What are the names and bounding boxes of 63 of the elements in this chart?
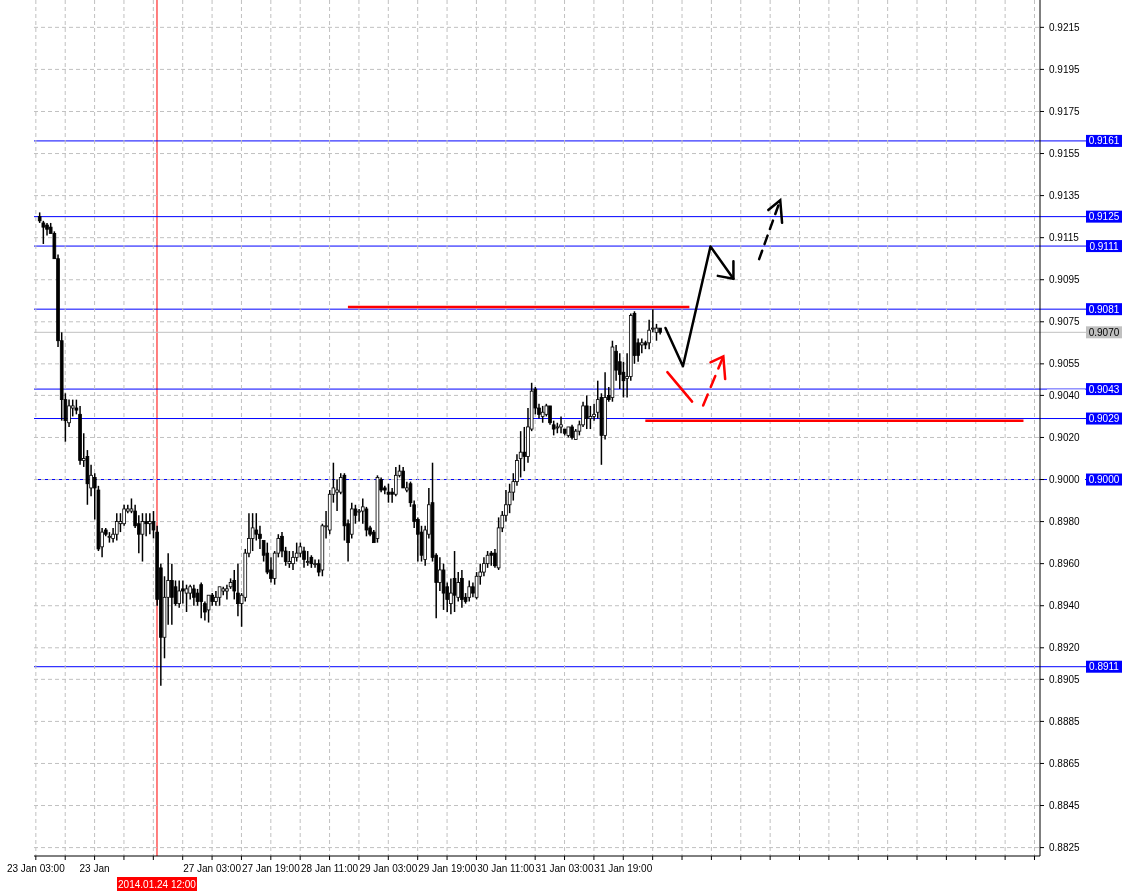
y-tick-label: 0.9115 — [1049, 232, 1080, 244]
y-tick-label: 0.8980 — [1049, 516, 1081, 528]
y-tick-label: 0.9095 — [1049, 274, 1081, 286]
y-tick-label: 0.8920 — [1049, 642, 1081, 654]
candlestick — [199, 581, 204, 620]
candlestick — [114, 512, 119, 542]
x-tick-label: 30 Jan 11:00 — [477, 863, 535, 874]
candlestick — [214, 590, 218, 607]
candlestick — [148, 512, 152, 535]
ref-line-label: 0.9111 — [1089, 240, 1119, 252]
ref-line-label: 0.9081 — [1088, 303, 1120, 315]
x-tick-label: 27 Jan 19:00 — [241, 863, 301, 874]
y-tick-label: 0.8865 — [1049, 757, 1081, 769]
ref-line-label: 0.9043 — [1088, 383, 1120, 395]
candlestick — [584, 394, 589, 430]
x-tick-label: 29 Jan 03:00 — [359, 863, 418, 874]
candlestick — [559, 415, 563, 435]
candlestick — [140, 512, 145, 563]
candlestick — [192, 583, 196, 607]
y-tick-label: 0.9000 — [1049, 474, 1081, 486]
x-tick-label: 2014.01.24 12:00 — [118, 879, 197, 890]
candlestick — [313, 558, 317, 569]
ref-line-label: 0.9125 — [1088, 211, 1120, 223]
candlestick — [588, 405, 593, 430]
ref-line-label: 0.9029 — [1088, 413, 1120, 425]
y-tick-label: 0.9215 — [1049, 21, 1081, 33]
candlestick — [401, 466, 405, 489]
y-tick-label: 0.8905 — [1049, 673, 1081, 685]
candlestick — [181, 579, 185, 605]
y-tick-label: 0.9055 — [1049, 358, 1081, 370]
candlestick — [640, 337, 644, 355]
y-tick-label: 0.9175 — [1049, 105, 1081, 117]
candlestick — [118, 512, 123, 533]
y-tick-label: 0.9040 — [1049, 389, 1081, 401]
ref-line-label: 0.9161 — [1088, 135, 1120, 147]
candlestick — [144, 512, 148, 538]
y-tick-label: 0.8885 — [1049, 715, 1081, 727]
x-tick-label: 31 Jan 03:00 — [535, 863, 594, 874]
candlestick — [522, 426, 527, 472]
candlestick — [452, 550, 457, 613]
y-tick-label: 0.8825 — [1049, 842, 1081, 854]
candlestick — [335, 478, 339, 512]
y-tick-label: 0.9075 — [1049, 316, 1081, 328]
candlestick — [460, 569, 464, 609]
ref-line-label: 0.9000 — [1088, 474, 1120, 486]
ref-line-label: 0.9070 — [1088, 326, 1120, 338]
x-tick-label: 23 Jan — [79, 863, 110, 874]
x-tick-label: 31 Jan 19:00 — [594, 863, 653, 874]
y-tick-label: 0.9155 — [1049, 148, 1081, 160]
y-tick-label: 0.9135 — [1049, 190, 1081, 202]
x-tick-label: 27 Jan 03:00 — [183, 863, 242, 874]
x-tick-label: 28 Jan 11:00 — [301, 863, 359, 874]
candlestick — [302, 546, 306, 569]
y-tick-label: 0.9195 — [1049, 63, 1081, 75]
y-tick-label: 0.8845 — [1049, 800, 1081, 812]
candlestick — [177, 579, 181, 609]
y-tick-label: 0.9020 — [1049, 431, 1081, 443]
y-tick-label: 0.8960 — [1049, 558, 1081, 570]
x-tick-label: 23 Jan 03:00 — [6, 863, 66, 874]
candlestick — [170, 562, 174, 626]
ref-line-label: 0.8911 — [1089, 661, 1120, 673]
y-tick-label: 0.8940 — [1049, 600, 1081, 612]
x-tick-label: 29 Jan 19:00 — [418, 863, 477, 874]
